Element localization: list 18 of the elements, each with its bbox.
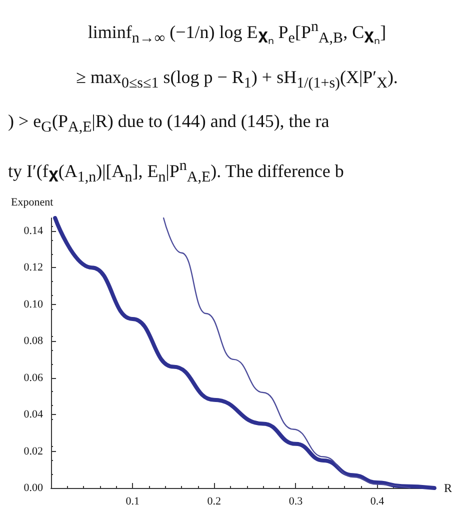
x-tick-label: 0.4 — [370, 496, 385, 508]
y-tick-label: 0.12 — [24, 262, 43, 274]
text: liminf$_{n→∞}$ (−1/n) log E$_{𝐗ₙ}$ P$_{e}$[P$^{n}$$_{A,B}$, C$_{𝐗ₙ}$] — [88, 19, 386, 47]
y-tick-label: 0.10 — [24, 298, 44, 310]
y-axis-title: Exponent — [11, 196, 54, 208]
x-axis-title: R — [444, 481, 452, 495]
x-tick-label: 0.3 — [288, 496, 304, 508]
x-tick-label: 0.1 — [126, 496, 140, 508]
y-tick-label: 0.14 — [24, 224, 44, 237]
text: ) > e$_{G}$(P$_{A,E}$|R) due to (144) and (145), the ra — [8, 110, 330, 138]
text: ty I′(f$_{𝐗}$(A$_{1,n}$)|[A$_{n}$], E$_{n}$|P$^{n}$$_{A,E}$). The difference b — [8, 158, 344, 186]
y-tick-label: 0.08 — [24, 335, 44, 348]
y-tick-label: 0.06 — [24, 372, 44, 384]
y-tick-label: 0.00 — [24, 482, 44, 494]
x-tick-label: 0.2 — [207, 496, 222, 508]
y-tick-label: 0.02 — [24, 445, 43, 458]
text: ≥ max$_{0≤s≤1}$ s(log p − R$_{1}$) + sH$_{1/(1+s)}$(X|P′$_{X}$). — [76, 66, 398, 92]
y-tick-label: 0.04 — [24, 408, 44, 421]
